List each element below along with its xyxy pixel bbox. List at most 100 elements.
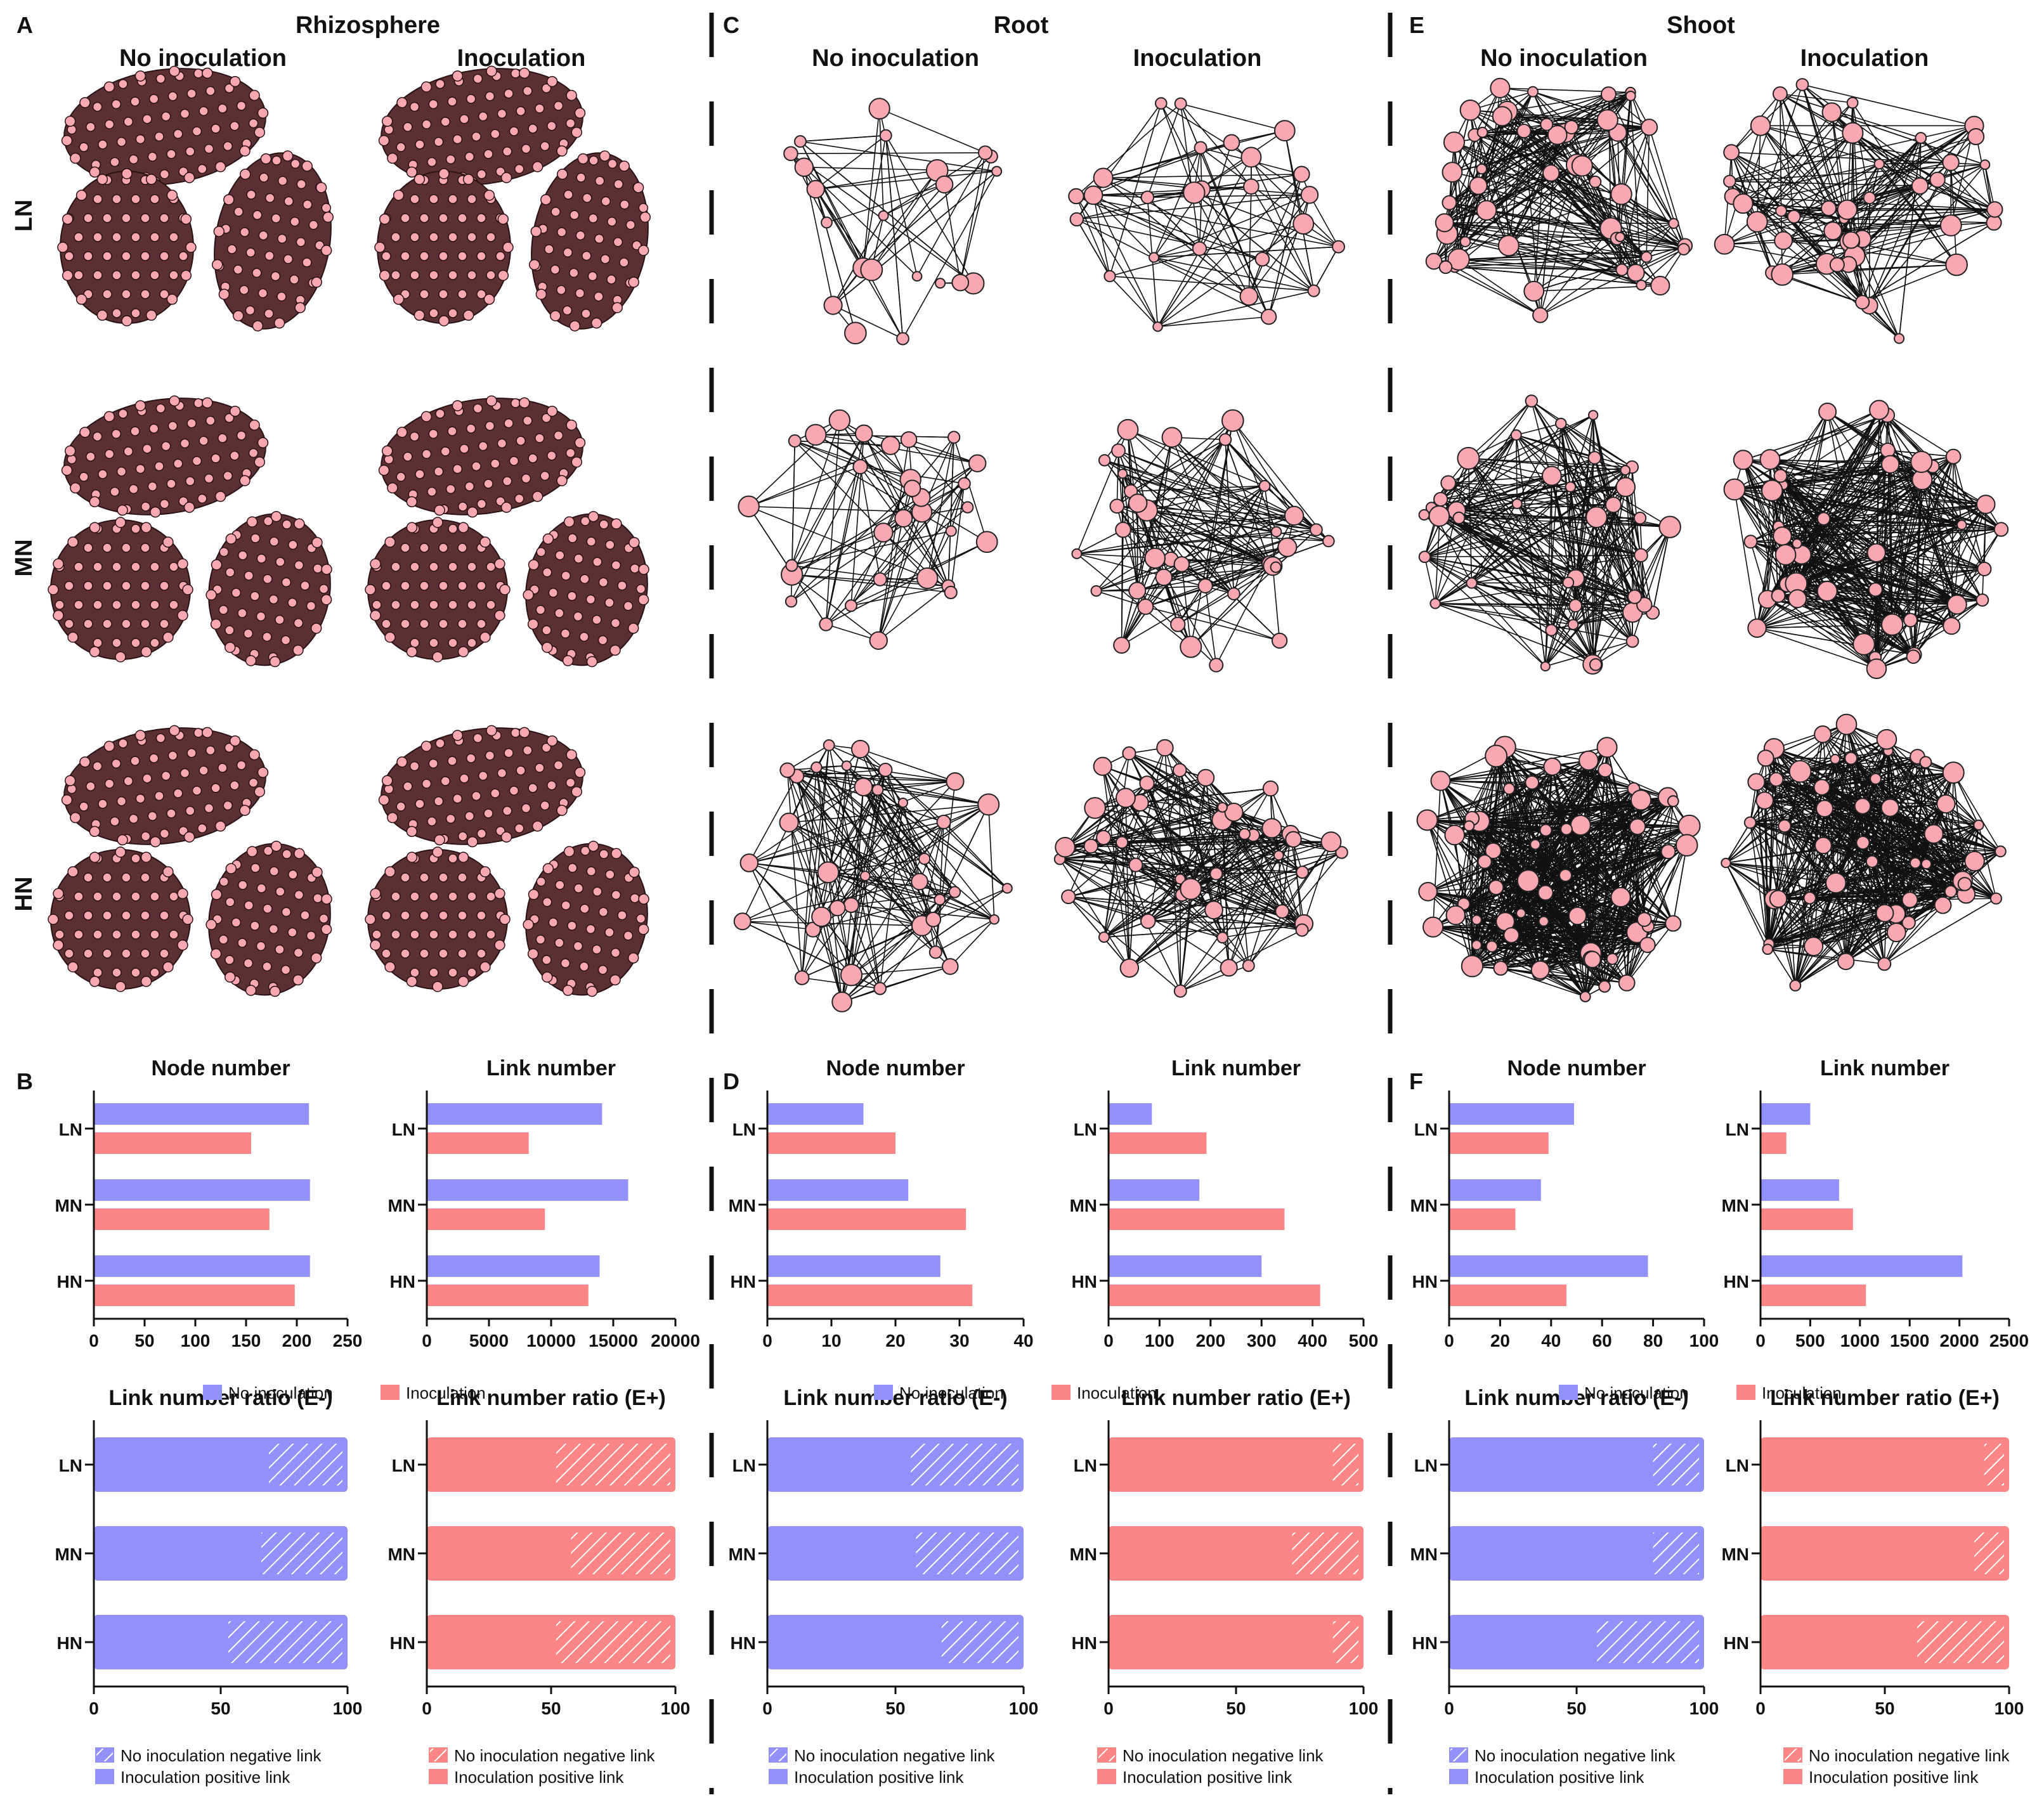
network-node xyxy=(185,242,197,253)
network-node xyxy=(467,194,477,204)
network-node xyxy=(121,543,131,553)
network-node xyxy=(1476,126,1488,138)
network-node xyxy=(1492,106,1513,127)
network-node xyxy=(391,600,401,610)
network-node xyxy=(1442,195,1457,210)
network-node xyxy=(252,210,263,220)
network-node xyxy=(121,168,133,179)
network-node xyxy=(472,733,483,743)
network-node xyxy=(140,581,150,591)
network-node xyxy=(1559,869,1573,883)
network-node xyxy=(320,924,332,935)
network-node xyxy=(270,840,282,852)
network-node xyxy=(140,910,150,921)
network-node xyxy=(573,554,584,564)
network-node xyxy=(415,799,425,809)
network-node xyxy=(478,770,488,781)
network-node xyxy=(264,308,274,319)
network-node xyxy=(852,458,868,475)
network-node xyxy=(372,600,382,610)
network-node xyxy=(1115,521,1131,538)
network-edge xyxy=(1515,435,1518,504)
network-node xyxy=(293,618,304,628)
col-label-e-inoc: Inoculation xyxy=(1800,45,1929,72)
network-node xyxy=(391,270,401,280)
network-node xyxy=(159,289,169,299)
network-node xyxy=(519,727,530,739)
network-cluster xyxy=(205,510,332,668)
network-node xyxy=(462,309,474,321)
network-node xyxy=(1543,757,1562,776)
network-node xyxy=(370,888,381,900)
network-node xyxy=(93,562,103,572)
network-node xyxy=(479,631,491,643)
network-node xyxy=(873,981,887,995)
network-node xyxy=(1216,931,1229,944)
network-node xyxy=(269,866,280,876)
network-node xyxy=(121,910,131,921)
network-node xyxy=(577,153,589,165)
network-node xyxy=(1218,433,1232,446)
network-node xyxy=(271,213,282,224)
network-edge xyxy=(1551,476,1553,630)
network-node xyxy=(606,275,616,285)
network-node xyxy=(112,232,122,242)
network-graphs xyxy=(48,65,2009,1013)
network-node xyxy=(292,644,304,656)
network-node xyxy=(1149,252,1160,263)
network-node xyxy=(1155,568,1173,586)
network-node xyxy=(638,203,649,213)
network-node xyxy=(440,117,451,127)
network-node xyxy=(1227,587,1240,600)
network-node xyxy=(1855,294,1870,310)
network-node xyxy=(192,456,202,466)
network-node xyxy=(459,114,469,124)
network-node xyxy=(225,897,235,907)
network-node xyxy=(445,154,456,165)
network-node xyxy=(447,96,457,107)
network-edge xyxy=(885,135,974,284)
network-node xyxy=(74,600,84,610)
network-node xyxy=(934,278,946,289)
network-node xyxy=(567,921,577,931)
root-network xyxy=(1053,739,1348,998)
network-node xyxy=(112,638,122,648)
network-node xyxy=(292,974,304,986)
network-node xyxy=(452,730,464,741)
network-node xyxy=(192,126,202,136)
network-node xyxy=(632,182,644,193)
network-node xyxy=(575,288,585,299)
network-node xyxy=(1497,235,1520,257)
network-node xyxy=(381,775,393,787)
network-node xyxy=(1579,750,1599,771)
network-node xyxy=(548,588,559,598)
network-node xyxy=(1598,762,1613,778)
network-node xyxy=(548,917,559,928)
network-node xyxy=(93,929,103,940)
network-node xyxy=(130,756,140,766)
network-node xyxy=(429,308,439,318)
network-node xyxy=(1258,480,1271,492)
network-node xyxy=(1588,410,1599,420)
network-node xyxy=(1615,263,1629,276)
network-node xyxy=(432,981,443,992)
network-node xyxy=(560,958,571,968)
network-node xyxy=(180,269,192,282)
row-label-hn: HN xyxy=(11,877,37,912)
network-node xyxy=(415,139,425,150)
network-node xyxy=(186,88,197,99)
network-node xyxy=(162,866,174,877)
network-node xyxy=(252,320,264,332)
row-label-ln: LN xyxy=(11,200,37,232)
network-node xyxy=(1636,280,1647,291)
network-node xyxy=(245,305,256,316)
network-node xyxy=(229,735,241,747)
network-node xyxy=(406,826,418,838)
network-node xyxy=(237,608,247,618)
network-node xyxy=(784,595,798,608)
network-node xyxy=(303,199,313,210)
network-node xyxy=(613,179,623,190)
network-node xyxy=(947,431,961,444)
network-node xyxy=(410,891,420,902)
network-edge xyxy=(885,135,904,339)
